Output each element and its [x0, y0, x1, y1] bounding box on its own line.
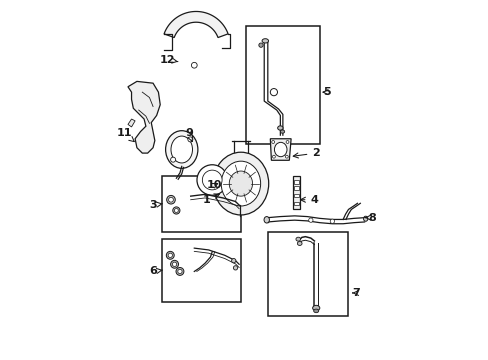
Circle shape: [285, 140, 288, 143]
Text: 11: 11: [116, 129, 134, 141]
Bar: [293, 180, 298, 184]
Ellipse shape: [363, 216, 367, 221]
Ellipse shape: [171, 136, 192, 163]
Ellipse shape: [262, 39, 268, 43]
Ellipse shape: [202, 170, 222, 190]
Circle shape: [172, 207, 180, 214]
Polygon shape: [292, 176, 300, 209]
Circle shape: [308, 218, 312, 222]
Circle shape: [272, 155, 275, 158]
Circle shape: [176, 267, 183, 275]
Text: 7: 7: [351, 288, 359, 298]
Ellipse shape: [297, 242, 302, 246]
Bar: [293, 186, 298, 190]
Circle shape: [285, 155, 287, 158]
Circle shape: [170, 260, 178, 268]
Ellipse shape: [229, 171, 252, 196]
Circle shape: [174, 208, 178, 212]
Bar: [246, 26, 319, 144]
Text: 10: 10: [206, 180, 221, 190]
Bar: [162, 176, 241, 232]
Ellipse shape: [274, 142, 286, 157]
Ellipse shape: [221, 161, 260, 206]
Circle shape: [166, 251, 174, 259]
Circle shape: [187, 137, 192, 142]
Ellipse shape: [197, 165, 227, 195]
Ellipse shape: [165, 131, 198, 168]
Circle shape: [168, 197, 173, 202]
Ellipse shape: [231, 258, 235, 263]
Circle shape: [168, 253, 172, 257]
Circle shape: [271, 140, 274, 143]
Bar: [267, 232, 348, 316]
Circle shape: [329, 219, 334, 224]
Text: 5: 5: [323, 87, 330, 97]
Circle shape: [172, 262, 176, 266]
Ellipse shape: [295, 237, 300, 241]
Ellipse shape: [264, 217, 269, 223]
Text: 12: 12: [159, 55, 178, 65]
Circle shape: [258, 43, 263, 47]
Circle shape: [170, 157, 175, 162]
Circle shape: [178, 269, 182, 274]
Bar: [293, 194, 298, 197]
Ellipse shape: [313, 309, 318, 313]
Polygon shape: [164, 12, 227, 37]
Polygon shape: [128, 119, 135, 127]
Text: 6: 6: [149, 266, 162, 276]
Ellipse shape: [312, 305, 319, 311]
Ellipse shape: [213, 152, 268, 215]
Text: 3: 3: [149, 200, 162, 210]
Polygon shape: [270, 139, 290, 160]
Ellipse shape: [280, 130, 284, 133]
Polygon shape: [128, 81, 160, 153]
Bar: [162, 239, 241, 302]
Bar: [293, 202, 298, 206]
Circle shape: [166, 195, 175, 204]
Ellipse shape: [277, 126, 283, 130]
Text: 1: 1: [203, 194, 219, 205]
Circle shape: [270, 89, 277, 96]
Circle shape: [191, 62, 197, 68]
Ellipse shape: [233, 266, 237, 270]
Text: 2: 2: [293, 148, 320, 158]
Text: 4: 4: [300, 195, 318, 205]
Text: 8: 8: [365, 213, 375, 222]
Text: 9: 9: [184, 129, 192, 141]
